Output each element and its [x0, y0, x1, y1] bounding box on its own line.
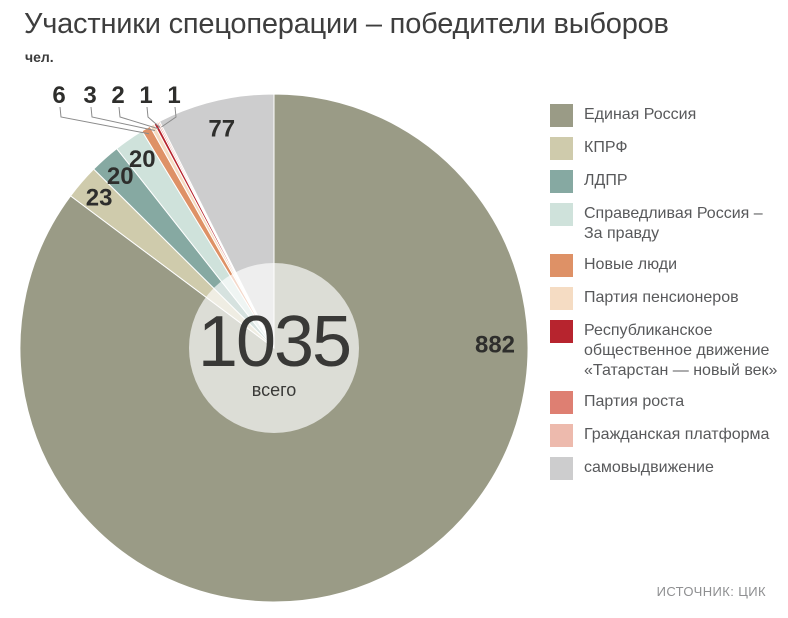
legend-item: Единая Россия [550, 104, 777, 127]
chart-title: Участники спецоперации – победители выбо… [24, 8, 669, 40]
legend-item: КПРФ [550, 137, 777, 160]
legend-swatch [550, 104, 573, 127]
slice-value-label: 23 [86, 185, 113, 212]
callout-line [161, 106, 177, 128]
legend: Единая Россия КПРФ ЛДПР Справедливая Россия… [550, 104, 777, 480]
slice-value-label: 1 [139, 82, 152, 109]
legend-item: Партия роста [550, 391, 777, 414]
legend-label: самовыдвижение [584, 459, 714, 476]
legend-label: Единая Россия [584, 106, 697, 123]
legend-item: Республиканское общественное движение «Т… [550, 320, 777, 381]
slice-value-label: 3 [83, 82, 96, 109]
legend-item: Новые люди [550, 254, 777, 277]
legend-label: Партия пенсионеров [584, 289, 739, 306]
legend-item: Справедливая Россия – За правду [550, 203, 777, 244]
donut-hole [189, 263, 359, 433]
legend-label: КПРФ [584, 139, 628, 156]
legend-swatch [550, 320, 573, 343]
slice-value-label: 20 [129, 146, 156, 173]
legend-swatch [550, 424, 573, 447]
slice-value-label: 6 [52, 82, 65, 109]
slice-value-label: 1 [167, 82, 180, 109]
legend-item: ЛДПР [550, 170, 777, 193]
legend-label: Справедливая Россия – За правду [584, 205, 763, 242]
legend-swatch [550, 137, 573, 160]
slice-value-label: 2 [111, 82, 124, 109]
legend-swatch [550, 170, 573, 193]
legend-label: Республиканское общественное движение «Т… [584, 322, 778, 379]
callout-line [146, 106, 161, 128]
legend-swatch [550, 254, 573, 277]
legend-label: ЛДПР [584, 172, 628, 189]
legend-swatch [550, 457, 573, 480]
legend-label: Гражданская платформа [584, 426, 770, 443]
source-label: ИСТОЧНИК: ЦИК [656, 584, 766, 599]
legend-swatch [550, 203, 573, 226]
legend-label: Новые люди [584, 256, 678, 273]
legend-swatch [550, 287, 573, 310]
legend-item: самовыдвижение [550, 457, 777, 480]
callout-line [59, 106, 150, 135]
legend-swatch [550, 391, 573, 414]
unit-label: чел. [25, 49, 54, 65]
legend-item: Гражданская платформа [550, 424, 777, 447]
slice-value-label: 882 [475, 332, 515, 359]
callout-line [90, 106, 156, 131]
callout-line [118, 106, 159, 130]
slice-value-label: 20 [107, 163, 134, 190]
legend-label: Партия роста [584, 393, 685, 410]
legend-item: Партия пенсионеров [550, 287, 777, 310]
slice-value-label: 77 [208, 116, 235, 143]
